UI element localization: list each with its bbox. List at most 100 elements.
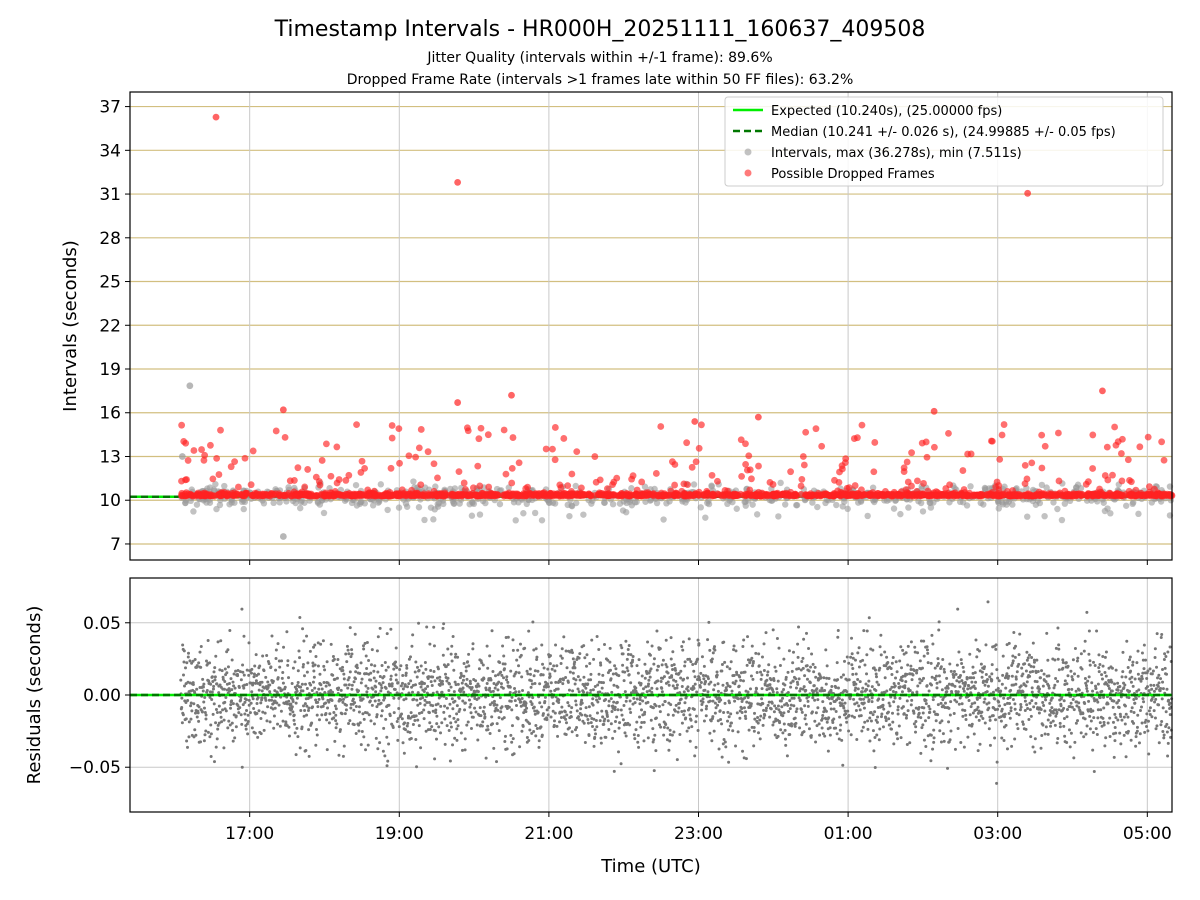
dropped-frame-point — [470, 484, 477, 492]
dropped-frame-point — [769, 481, 777, 488]
dropped-frame-point — [358, 457, 366, 465]
residual-point — [237, 685, 241, 689]
interval-point — [620, 498, 627, 505]
dropped-frame-point — [527, 492, 534, 499]
residual-point — [281, 719, 285, 723]
residual-point — [812, 684, 816, 688]
residual-point — [553, 669, 557, 673]
residual-point — [302, 674, 306, 678]
residual-point — [337, 686, 341, 690]
residual-point — [228, 723, 232, 727]
residual-point — [827, 716, 831, 720]
residual-point — [483, 715, 487, 719]
residual-point — [186, 655, 190, 659]
residual-point — [280, 688, 284, 692]
residual-point — [497, 716, 501, 720]
residual-point — [197, 661, 201, 665]
residual-point — [392, 696, 396, 700]
residual-point — [265, 654, 269, 658]
residual-point — [594, 732, 598, 736]
interval-point — [212, 480, 219, 488]
residual-point — [387, 703, 391, 707]
residual-point — [342, 672, 346, 676]
residual-point — [850, 636, 854, 640]
residual-point — [852, 697, 856, 701]
dropped-frame-point — [945, 429, 952, 437]
residual-point — [518, 642, 522, 646]
residual-point — [692, 686, 696, 690]
residual-point — [242, 673, 246, 677]
residual-point — [515, 658, 519, 662]
interval-point — [427, 504, 435, 511]
dropped-frame-point — [398, 486, 406, 494]
residual-point — [599, 741, 603, 745]
residual-point — [379, 714, 383, 718]
residual-point — [533, 709, 537, 713]
residual-point — [485, 681, 489, 685]
dropped-frame-point — [652, 470, 660, 477]
residual-point — [502, 716, 506, 720]
residual-point — [435, 737, 439, 741]
residual-point — [707, 682, 711, 686]
residual-point — [251, 681, 255, 685]
residual-point — [362, 647, 366, 651]
dropped-frame-point — [577, 491, 585, 498]
intervals-y-tick-label: 31 — [99, 185, 121, 205]
residual-point — [542, 688, 546, 692]
dropped-frame-point — [800, 461, 808, 469]
residual-point — [787, 710, 791, 714]
residual-point — [305, 670, 309, 674]
residual-point — [786, 690, 790, 694]
residual-point — [664, 663, 668, 667]
residual-point — [688, 657, 692, 661]
residual-point — [481, 663, 485, 667]
residual-point — [259, 717, 263, 721]
residual-point — [596, 700, 600, 704]
residual-point — [322, 680, 326, 684]
residual-point — [493, 702, 497, 706]
residual-point — [812, 670, 816, 674]
residual-point — [251, 697, 255, 701]
residual-point — [364, 654, 368, 658]
residual-point — [556, 734, 560, 738]
dropped-frame-point — [667, 487, 675, 495]
dropped-frame-point — [714, 477, 721, 485]
residual-point — [579, 707, 583, 711]
residual-point — [832, 717, 836, 721]
residual-point — [405, 685, 409, 689]
residual-point — [486, 728, 490, 732]
residual-point — [667, 683, 671, 687]
interval-point — [814, 503, 821, 511]
residual-point — [261, 654, 265, 658]
residual-point — [753, 717, 757, 721]
residual-point — [767, 663, 771, 667]
dropped-frame-point — [840, 491, 848, 499]
residual-point — [735, 711, 739, 715]
residual-point — [601, 673, 605, 677]
residual-point — [217, 721, 221, 725]
residual-point — [628, 699, 632, 703]
residual-point — [433, 729, 437, 733]
residual-point — [685, 729, 689, 733]
residual-point — [802, 637, 806, 641]
residual-point — [669, 703, 673, 707]
residual-point — [348, 670, 352, 674]
residual-point — [194, 733, 198, 737]
residual-point — [582, 675, 586, 679]
residual-point — [648, 675, 652, 679]
residual-point — [359, 743, 363, 747]
residual-point — [760, 697, 764, 701]
residual-point — [570, 730, 574, 734]
residual-point — [666, 713, 670, 717]
residual-point — [657, 704, 661, 708]
residual-point — [727, 715, 731, 719]
residual-point — [287, 676, 291, 680]
residual-point — [502, 654, 506, 658]
residual-point — [821, 732, 825, 736]
residual-point — [808, 681, 812, 685]
dropped-frame-point — [249, 447, 257, 455]
residual-point — [614, 667, 618, 671]
residual-point — [713, 701, 717, 705]
residual-point — [439, 731, 443, 735]
residual-point — [804, 722, 808, 726]
